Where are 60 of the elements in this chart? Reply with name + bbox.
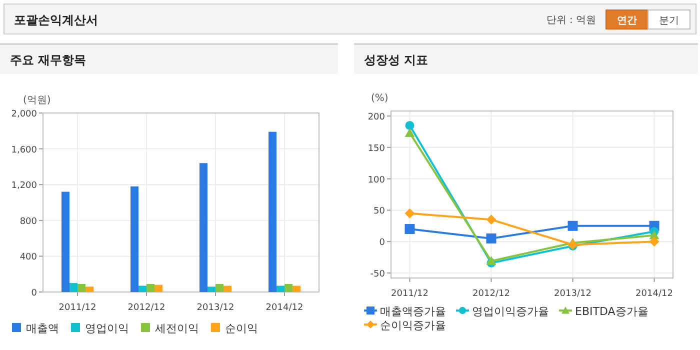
point [404,128,415,137]
y-tick-label: 400 [20,252,38,263]
point [486,233,496,244]
bar [138,286,146,292]
x-tick-label: 2013/12 [554,289,592,299]
legend-label: 매출액증가율 [380,305,446,318]
y-tick-label: 50 [374,206,386,217]
x-tick-label: 2012/12 [472,289,510,299]
bar [292,286,300,292]
bar [146,284,154,292]
bar [130,186,138,292]
bar [284,284,292,292]
text: 분기 [659,16,679,26]
text: 단위 : 억원 [546,15,596,26]
legend-label: 순이익증가율 [380,319,446,332]
legend-label: 순이익 [225,322,258,335]
bar [224,286,232,292]
bar [276,286,284,292]
chart-title: 주요 재무항목 [10,53,86,67]
legend-label: 세전이익 [155,322,199,335]
y-tick-label: 1,200 [11,181,38,192]
bar [62,192,70,292]
bar [86,286,94,292]
legend-label: 영업이익 [85,322,129,335]
bar [268,132,276,292]
x-tick-label: 2013/12 [196,303,234,313]
chart-title: 성장성 지표 [364,53,428,67]
y-tick-label: 150 [368,144,386,154]
point [649,236,660,247]
y-tick-label: 1,600 [11,145,38,156]
point [405,120,414,130]
text: 연간 [617,16,637,26]
x-tick-label: 2012/12 [128,303,166,313]
y-axis-title: (억원) [23,95,51,106]
y-tick-label: -50 [370,269,386,280]
x-tick-label: 2014/12 [636,289,673,299]
point [486,214,496,225]
bar [78,284,86,292]
x-tick-label: 2011/12 [58,303,96,313]
x-tick-label: 2011/12 [391,289,428,299]
bar [200,163,208,292]
legend-label: 영업이익증가율 [472,305,549,318]
point [568,220,578,231]
legend-label: EBITDA증가율 [575,305,648,318]
y-tick-label: 800 [20,216,38,227]
y-tick-label: 200 [368,112,386,123]
text: 포괄손익계산서 [14,13,98,27]
legend-label: 매출액 [26,322,59,335]
bar [154,284,162,292]
y-tick-label: 100 [368,175,386,186]
bar [208,286,216,292]
bar [70,283,78,292]
y-tick-label: 0 [379,238,386,248]
point [404,224,415,234]
x-tick-label: 2014/12 [266,303,304,313]
y-axis-title: (%) [371,93,388,104]
point [404,208,415,218]
bar [216,284,224,292]
y-tick-label: 2,000 [11,110,38,120]
y-tick-label: 0 [31,288,38,298]
